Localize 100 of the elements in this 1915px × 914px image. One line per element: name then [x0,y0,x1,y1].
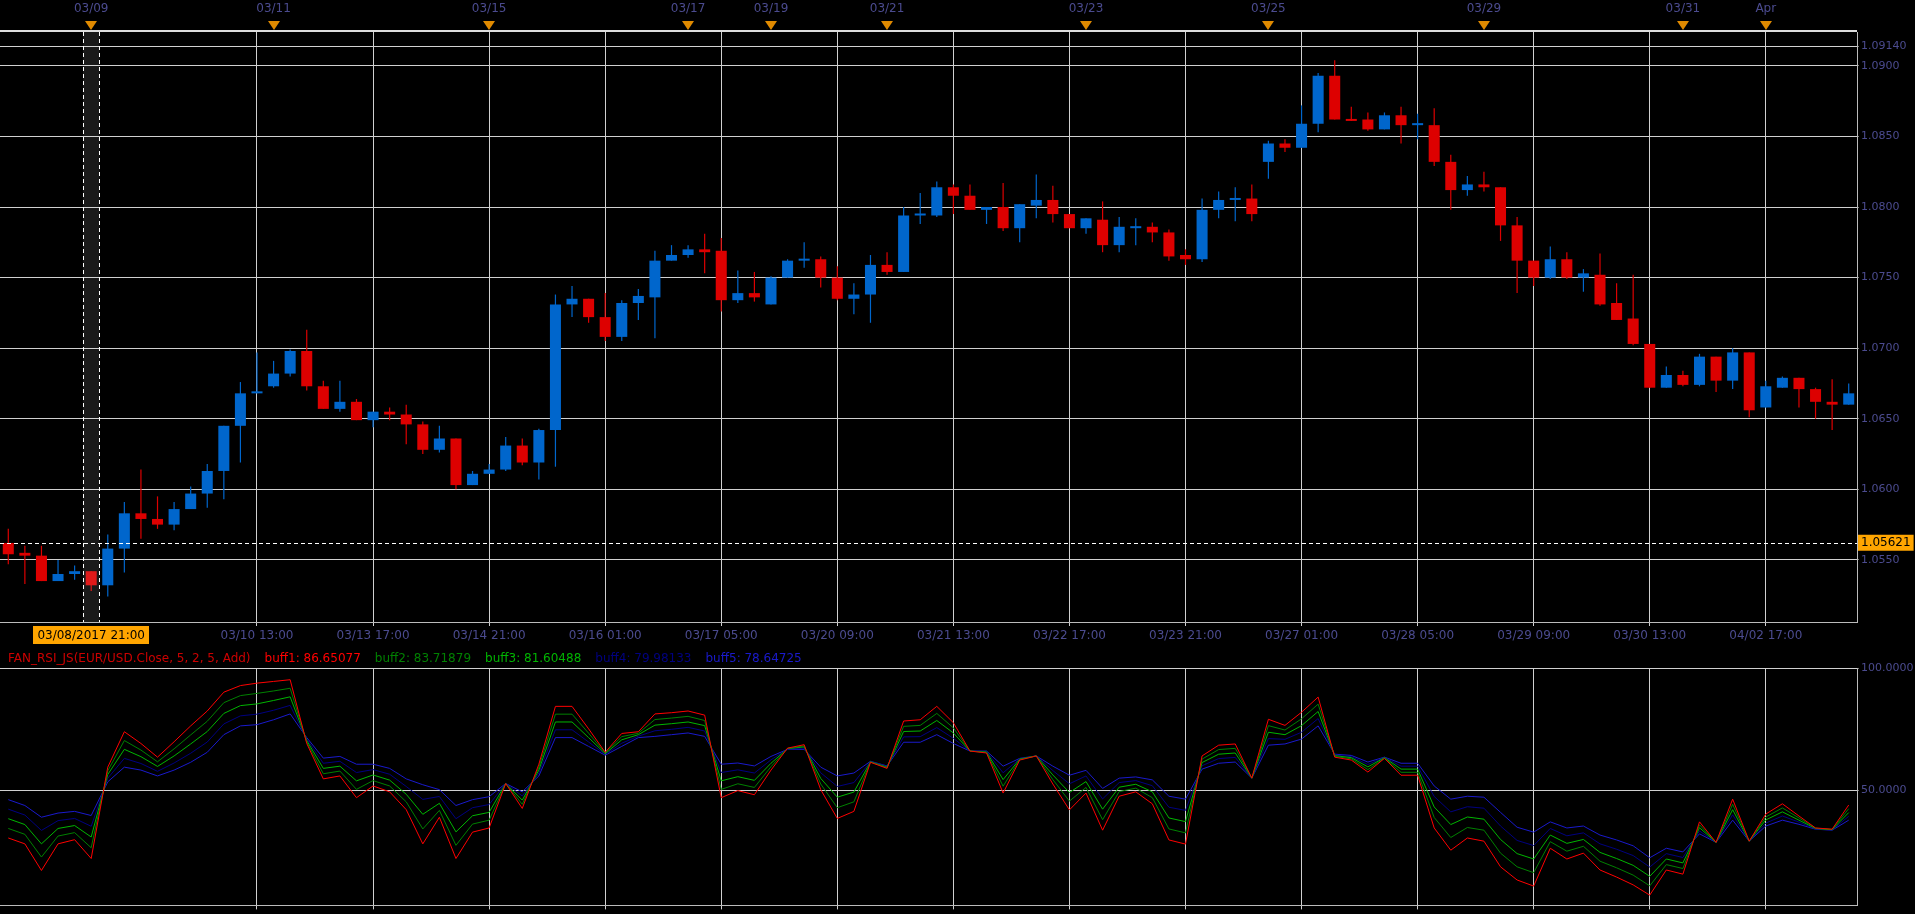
candlestick [1660,365,1672,389]
y-tick-label: 50.0000 [1861,782,1907,796]
text: 03/23 [1068,1,1104,15]
candlestick [632,288,644,321]
candlestick [1826,378,1838,431]
x-tick-label: 03/30 13:00 [1613,628,1687,643]
x-tick-label: 03/13 17:00 [336,628,410,643]
y-tick-label: 1.0550 [1861,552,1900,566]
candlestick [881,251,893,276]
y-tick-label: 1.0600 [1861,482,1900,496]
chart-title: FAN_RSI_JS(EUR/USD.Close, 5, 2, 5, Add) [8,651,251,666]
candlestick [2,528,14,565]
candlestick [964,183,976,211]
y-tick-label: 1.0750 [1861,270,1900,284]
candlestick [732,269,744,304]
x-tick-label: 03/29 09:00 [1497,628,1571,643]
candlestick [400,404,412,445]
candlestick [1296,104,1308,149]
candlestick [1810,387,1822,420]
text: 03/15 [471,1,507,15]
candlestick [516,437,528,466]
candlestick [251,351,263,394]
y-tick-label: 1.0850 [1861,129,1900,143]
candlestick [1014,203,1026,243]
candlestick [1528,260,1540,287]
candlestick [1710,356,1722,393]
candlestick [1030,173,1042,219]
text: 03/11 [256,1,291,15]
y-tick-label: 1.0900 [1861,58,1900,72]
x-tick-label: 03/10 13:00 [220,628,294,643]
ref-line-label: 1.05621 [1861,534,1911,549]
candlestick [201,463,213,509]
candlestick [1213,190,1225,219]
candlestick [1843,382,1855,406]
candlestick [1229,186,1241,222]
candlestick [1047,185,1059,224]
candlestick [699,233,711,274]
x-tick-label: 03/16 01:00 [568,628,642,643]
candlestick [848,282,860,315]
x-tick-label: 04/02 17:00 [1729,628,1803,643]
y-tick-label: 1.0650 [1861,411,1900,425]
candlestick [1395,106,1407,145]
candlestick [483,463,495,475]
x-tick-label: 03/22 17:00 [1032,628,1106,643]
candlestick [1461,175,1473,197]
candlestick [1130,217,1142,246]
candlestick [914,192,926,225]
x-tick-label: 03/20 09:00 [800,628,874,643]
candlestick [1478,171,1490,193]
text: 03/25 [1251,1,1286,15]
text: buff5: 78.64725 [705,651,802,666]
candlestick [997,182,1009,232]
x-tick-label: 03/23 21:00 [1149,628,1222,643]
candlestick [1362,111,1374,132]
text: buff2: 83.71879 [374,651,472,666]
candlestick [152,495,164,530]
candlestick [1611,282,1623,321]
text: 03/29 [1466,1,1502,15]
text: buff3: 81.60488 [485,651,582,666]
candlestick [682,244,694,259]
candlestick [19,545,31,585]
text: 03/31 [1665,1,1701,15]
candlestick [1262,140,1274,180]
series-label: buff1: 86.65077 [264,651,361,666]
candlestick [317,380,329,410]
candlestick [85,570,97,592]
x-tick-label: 03/17 05:00 [684,628,758,643]
candlestick [1279,138,1291,153]
candlestick [1113,216,1125,253]
candlestick [1793,377,1805,409]
text: buff4: 79.98133 [595,651,692,666]
text: 03/21 [869,1,905,15]
candlestick [135,468,147,540]
y-tick-label: 1.0800 [1861,199,1900,213]
candlestick [947,183,959,215]
x-tick-label: 03/14 21:00 [452,628,526,643]
text: 03/09 [73,1,109,15]
x-tick-label: 03/27 01:00 [1265,628,1339,643]
candlestick [433,425,445,454]
x-tick-label: 03/28 05:00 [1381,628,1455,643]
candlestick [334,380,346,413]
candlestick [500,436,512,472]
text: 03/19 [753,1,789,15]
candlestick [831,265,843,301]
candlestick [1561,251,1573,280]
candlestick [1246,183,1258,222]
candlestick [1760,380,1772,409]
y-tick-label: 100.0000 [1861,660,1914,674]
candlestick [1412,113,1424,140]
y-tick-label: 1.09140 [1861,38,1907,52]
candlestick [599,292,611,342]
candlestick [284,348,296,377]
y-tick-label: 1.0700 [1861,341,1900,355]
candlestick [782,258,794,279]
candlestick [815,255,827,289]
x-tick-label: 03/21 13:00 [916,628,990,643]
candlestick [268,360,280,389]
text: Apr [1755,1,1777,15]
candlestick [1544,245,1556,280]
x-tick-label: 03/08/2017 21:00 [37,628,145,643]
